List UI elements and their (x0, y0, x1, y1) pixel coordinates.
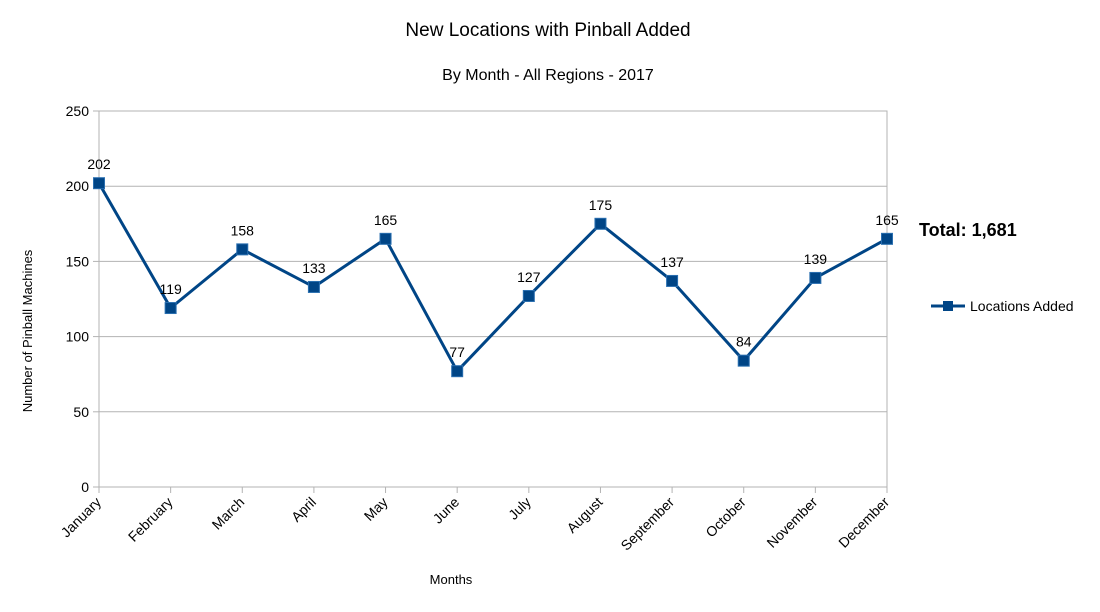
data-label: 175 (589, 197, 613, 213)
data-labels: 202 119 158 133 165 77 127 175 137 84 139 165 (87, 156, 899, 360)
x-tick-label: June (430, 494, 463, 527)
series-locations-added (93, 177, 893, 378)
chart-subtitle: By Month - All Regions - 2017 (442, 67, 654, 84)
data-point-marker (307, 280, 320, 293)
gridlines (99, 185, 887, 413)
y-tick-label: 50 (73, 404, 89, 420)
data-label: 137 (660, 254, 684, 270)
plot-area-border (98, 110, 888, 488)
y-axis-title: Number of Pinball Machines (20, 249, 35, 412)
x-axis-ticks: January February March April May June July Augu… (58, 487, 892, 554)
legend: Locations Added (931, 298, 1074, 314)
x-tick-label: August (563, 494, 605, 536)
data-point-marker (809, 271, 822, 284)
series-line (97, 182, 888, 373)
x-tick-label: September (617, 494, 677, 554)
data-point-marker (164, 302, 177, 315)
y-axis-ticks: 0 50 100 150 200 250 (66, 103, 99, 495)
chart-title: New Locations with Pinball Added (405, 20, 690, 41)
data-label: 165 (875, 212, 899, 228)
data-point-marker (236, 243, 249, 256)
data-label: 127 (517, 269, 541, 285)
data-label: 119 (159, 281, 182, 297)
x-axis-title: Months (430, 572, 473, 587)
data-point-marker (451, 365, 464, 378)
y-tick-label: 100 (66, 329, 90, 345)
data-point-marker (737, 354, 750, 367)
y-tick-label: 150 (66, 253, 90, 269)
x-tick-label: December (835, 494, 892, 551)
data-label: 139 (804, 251, 828, 267)
x-tick-label: July (505, 494, 534, 523)
x-tick-label: November (763, 494, 820, 551)
legend-marker-icon (943, 301, 953, 311)
data-label: 202 (87, 156, 111, 172)
x-tick-label: January (58, 494, 105, 541)
total-annotation: Total: 1,681 (919, 220, 1017, 240)
data-point-marker (522, 289, 535, 302)
y-tick-label: 250 (66, 103, 90, 119)
data-point-marker (379, 232, 392, 245)
data-label: 165 (374, 212, 398, 228)
data-label: 84 (736, 334, 752, 350)
x-tick-label: March (209, 494, 248, 533)
x-tick-label: February (125, 494, 176, 545)
data-label: 158 (231, 222, 255, 238)
legend-label: Locations Added (970, 298, 1074, 314)
data-point-marker (594, 217, 607, 230)
y-tick-label: 200 (66, 178, 90, 194)
x-tick-label: May (361, 494, 391, 524)
data-label: 133 (302, 260, 326, 276)
x-tick-label: October (702, 494, 749, 541)
data-point-marker (881, 232, 893, 245)
y-tick-label: 0 (81, 479, 89, 495)
data-point-marker (93, 177, 105, 190)
x-tick-label: April (288, 494, 319, 525)
data-label: 77 (449, 344, 465, 360)
data-point-marker (666, 274, 679, 287)
